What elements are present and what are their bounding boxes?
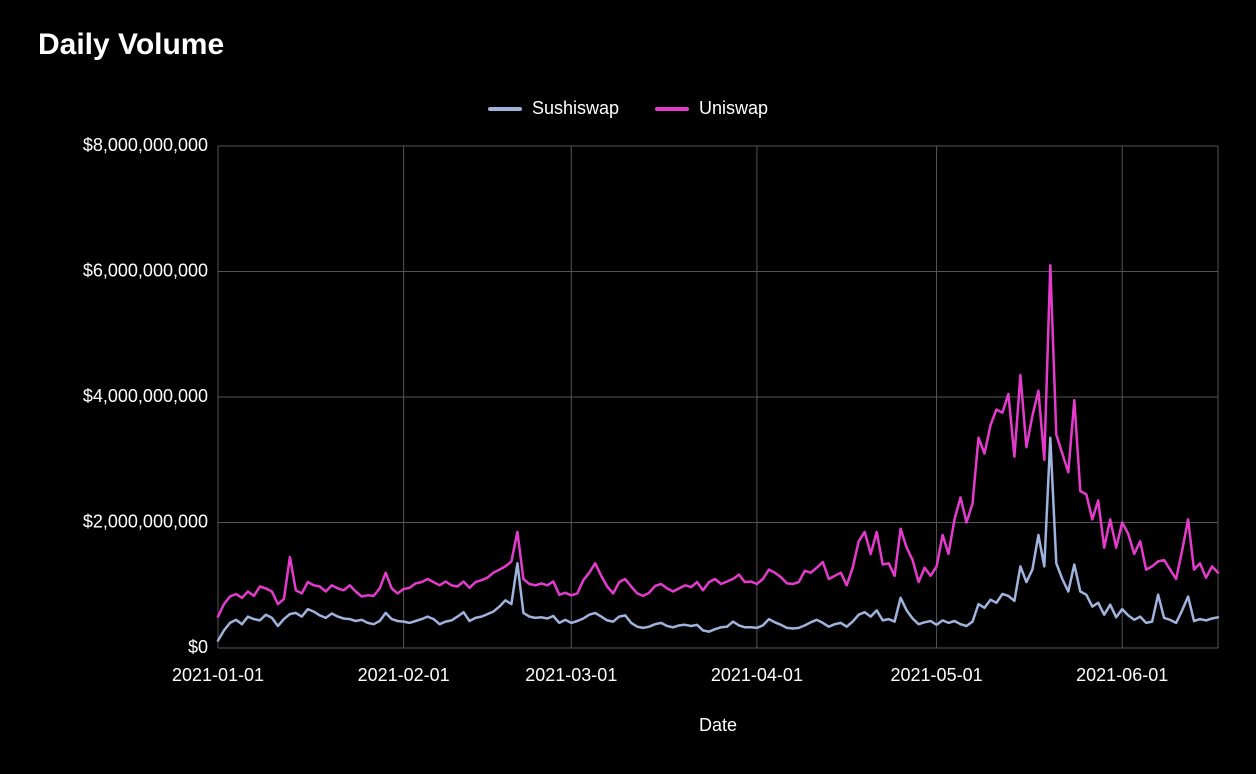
x-axis-title: Date: [699, 715, 737, 735]
x-tick-label: 2021-01-01: [172, 665, 264, 685]
y-tick-label: $2,000,000,000: [83, 511, 208, 531]
chart-container: { "chart": { "type": "line", "title": "D…: [0, 0, 1256, 774]
x-tick-label: 2021-06-01: [1076, 665, 1168, 685]
x-tick-label: 2021-04-01: [711, 665, 803, 685]
y-tick-label: $6,000,000,000: [83, 260, 208, 280]
x-tick-label: 2021-05-01: [891, 665, 983, 685]
y-tick-label: $4,000,000,000: [83, 386, 208, 406]
x-tick-label: 2021-03-01: [525, 665, 617, 685]
y-tick-label: $0: [188, 637, 208, 657]
y-tick-label: $8,000,000,000: [83, 135, 208, 155]
chart-svg: $0 $2,000,000,000 $4,000,000,000 $6,000,000…: [0, 0, 1256, 774]
x-tick-label: 2021-02-01: [358, 665, 450, 685]
series-line-uniswap: [218, 265, 1218, 616]
